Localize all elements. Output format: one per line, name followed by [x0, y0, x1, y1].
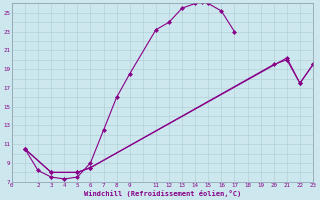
- X-axis label: Windchill (Refroidissement éolien,°C): Windchill (Refroidissement éolien,°C): [84, 190, 241, 197]
